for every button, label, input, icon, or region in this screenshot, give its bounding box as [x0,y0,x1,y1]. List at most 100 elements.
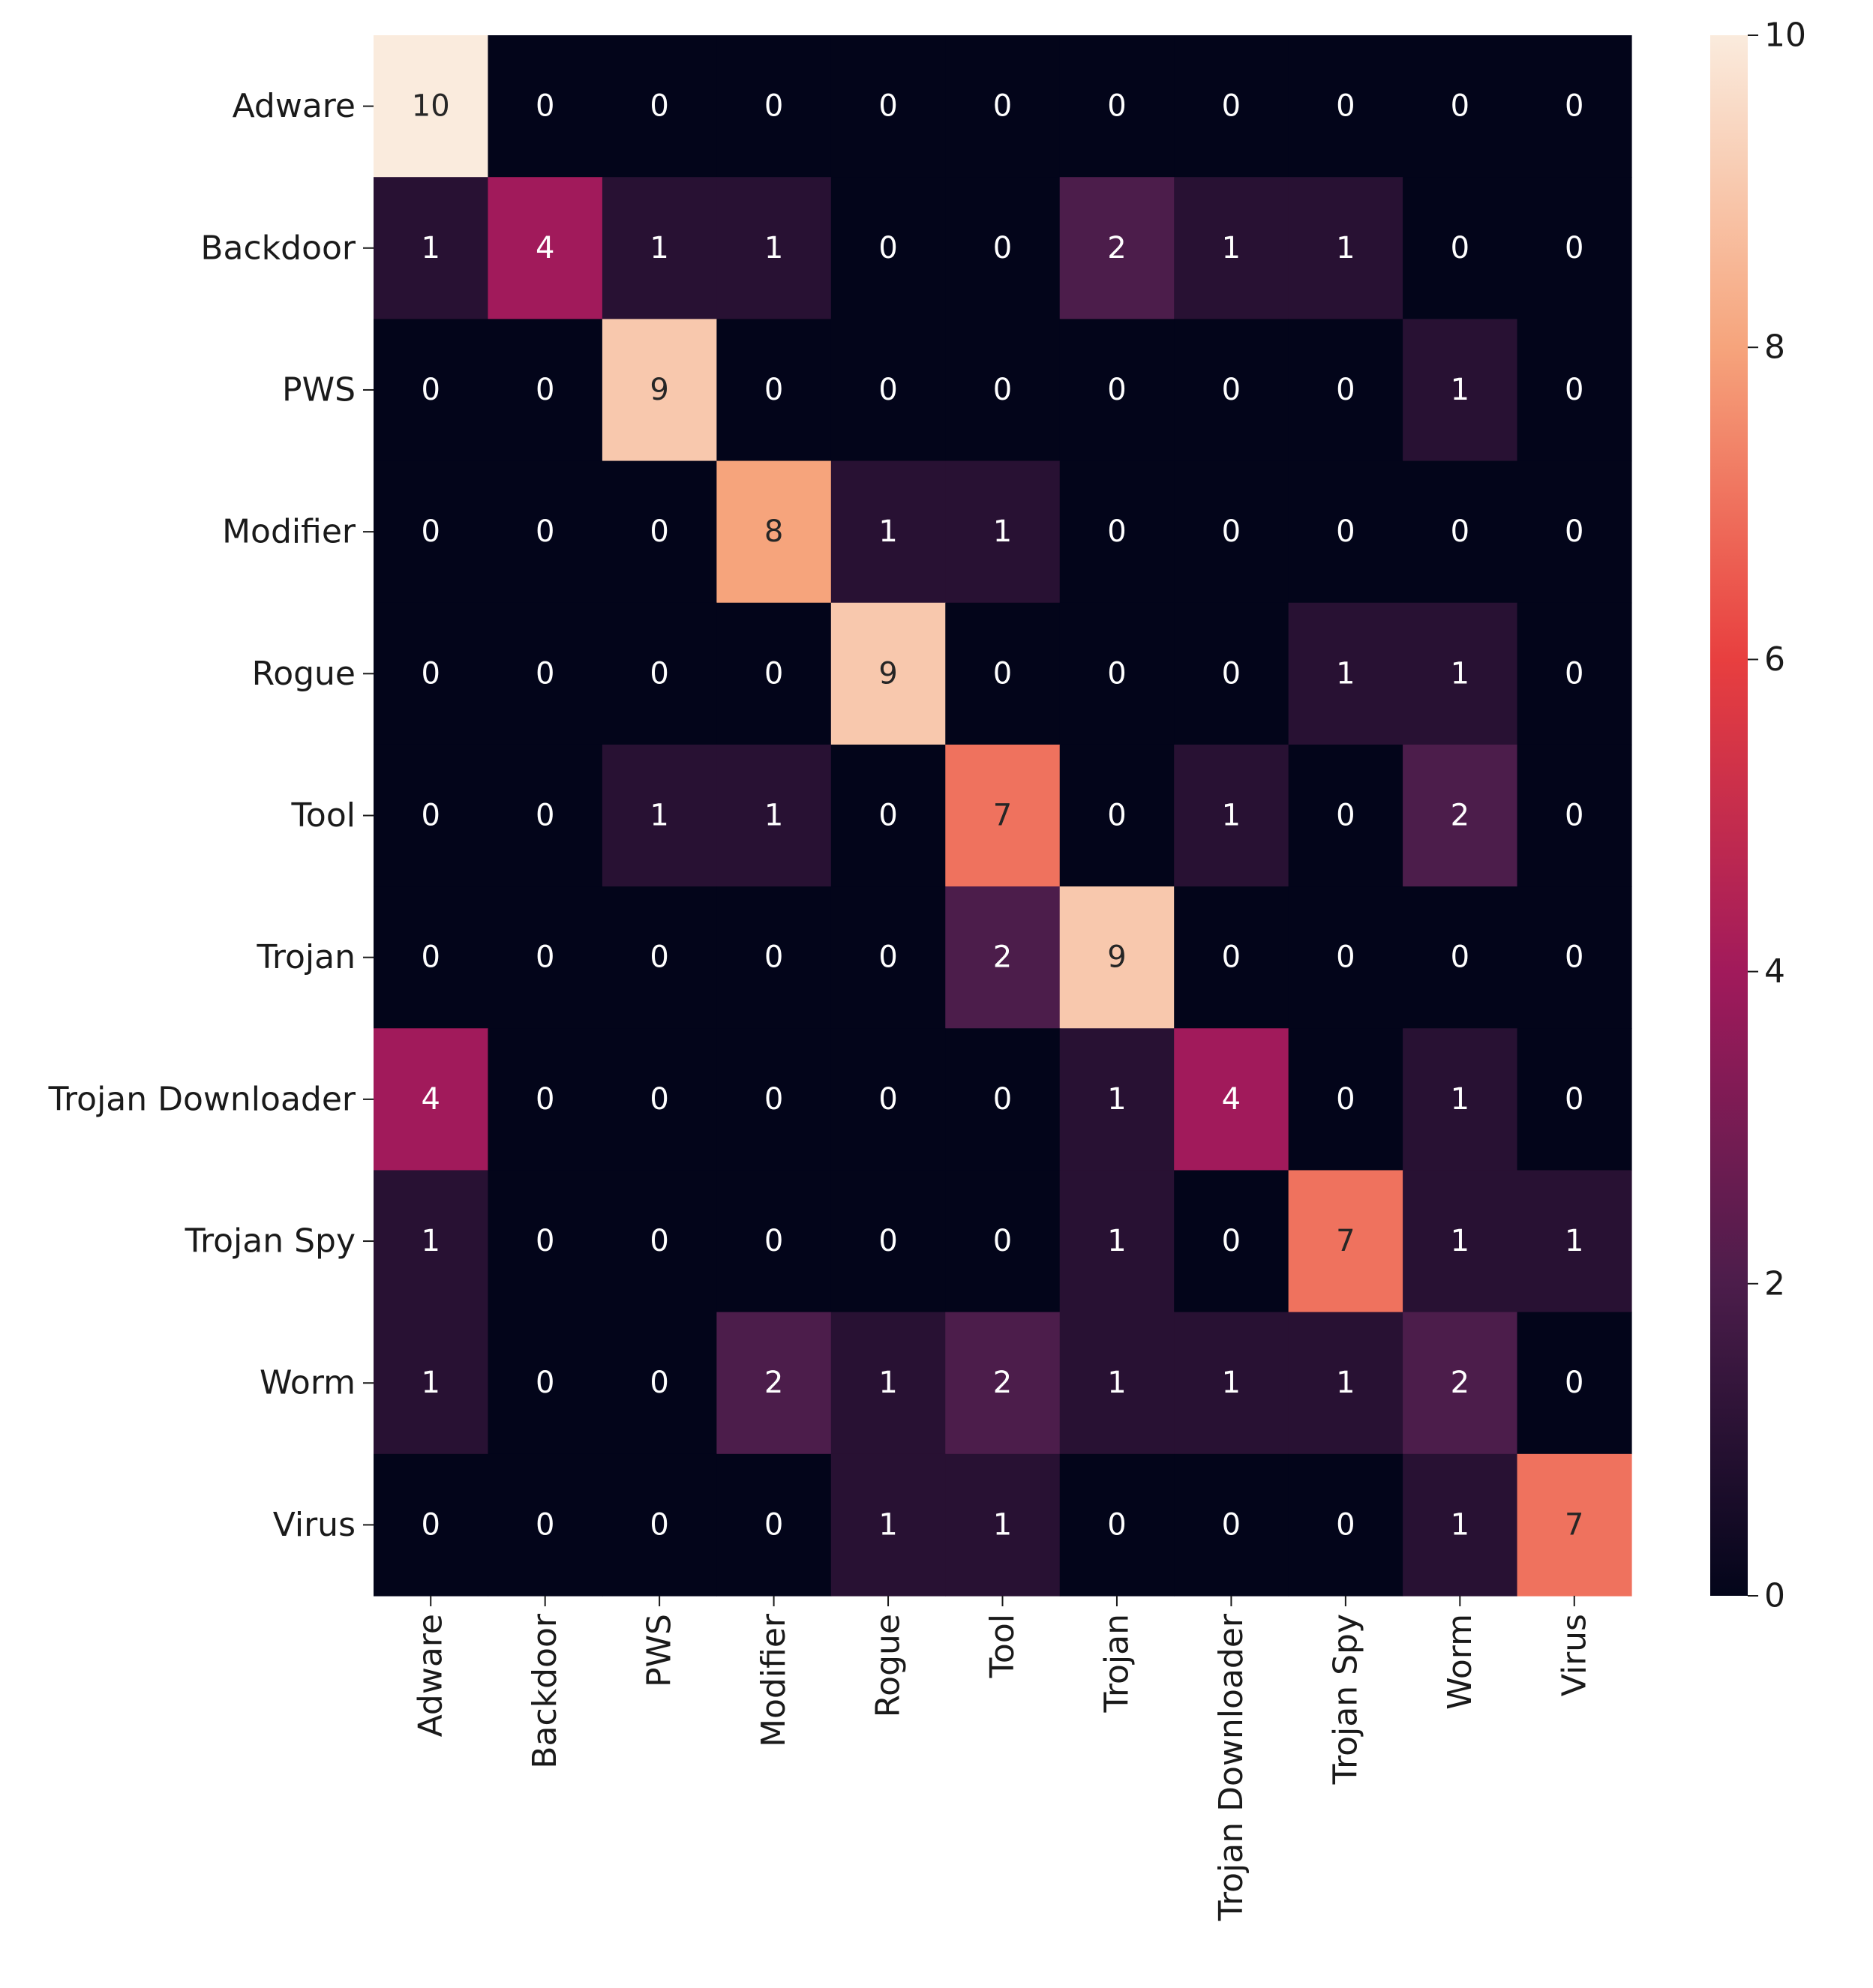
cell-value-label: 1 [1336,656,1355,691]
cell-value-label: 0 [1451,231,1469,265]
colorbar-tick-label: 8 [1764,328,1785,367]
heatmap-cell [602,602,717,745]
cell-value-label: 0 [764,1507,783,1542]
cell-value-label: 2 [993,940,1012,975]
heatmap-cell [1059,1170,1175,1313]
x-tick-label: Tool [983,1614,1022,1678]
cell-value-label: 0 [993,1224,1012,1258]
cell-value-label: 0 [878,89,897,124]
heatmap-cell [1288,1028,1403,1171]
cell-value-label: 1 [1451,373,1469,407]
cell-value-label: 0 [1222,656,1241,691]
cell-value-label: 1 [1222,231,1241,265]
cell-value-label: 0 [878,231,897,265]
cell-value-label: 2 [993,1366,1012,1400]
cell-value-label: 0 [1107,1507,1126,1542]
cell-value-label: 0 [536,1507,554,1542]
heatmap-cell [602,1312,717,1455]
heatmap-cell [945,460,1061,604]
heatmap-cell [1174,177,1289,319]
x-tick-label: Backdoor [526,1613,564,1769]
heatmap-cell [1403,1028,1518,1171]
y-tick-label: Modifier [222,513,356,551]
heatmap-cell [1059,460,1175,604]
heatmap-cell [716,177,832,319]
cell-value-label: 7 [993,799,1012,833]
cell-value-label: 0 [1451,89,1469,124]
heatmap-cell [1059,319,1175,462]
cell-value-label: 0 [1107,656,1126,691]
cell-value-label: 0 [422,514,440,549]
cell-value-label: 1 [1107,1082,1126,1117]
heatmap-cell [1059,1028,1175,1171]
heatmap-cell [1288,1312,1403,1455]
cell-value-label: 0 [764,656,783,691]
cell-value-label: 1 [1222,1366,1241,1400]
cell-value-label: 0 [764,940,783,975]
y-tick-label: Adware [233,87,356,125]
cell-value-label: 0 [993,1082,1012,1117]
heatmap-cell [374,177,489,319]
heatmap-cell [945,886,1061,1029]
heatmap-cell [488,319,603,462]
heatmap-cell [716,1312,832,1455]
heatmap-cell [1517,744,1632,887]
heatmap-cell [1517,460,1632,604]
heatmap-cell [945,1028,1061,1171]
heatmap-cell [1403,744,1518,887]
cell-value-label: 0 [422,656,440,691]
cell-value-label: 1 [1451,1082,1469,1117]
cell-value-label: 4 [1222,1082,1241,1117]
y-tick-label: Backdoor [200,229,356,267]
colorbar-gradient [1710,35,1748,1596]
heatmap-cell [830,1312,946,1455]
colorbar-tick-label: 4 [1764,952,1785,991]
x-tick-label: Adware [412,1614,450,1737]
heatmap-cell [488,744,603,887]
cell-value-label: 0 [1565,231,1583,265]
heatmap-cell [945,177,1061,319]
heatmap-cell [1288,460,1403,604]
heatmap-cell [374,1028,489,1171]
x-tick-label: Rogue [869,1614,908,1717]
cell-value-label: 9 [650,373,668,407]
cell-value-label: 0 [993,231,1012,265]
cell-value-label: 1 [1336,231,1355,265]
heatmap-cell [830,35,946,178]
heatmap-cell [830,602,946,745]
x-tick-label: Trojan Spy [1326,1614,1364,1785]
heatmap-cell [945,1170,1061,1313]
y-tick-label: Trojan Spy [185,1222,356,1261]
cell-value-label: 9 [1107,940,1126,975]
cell-value-label: 0 [1451,514,1469,549]
cell-value-label: 9 [878,656,897,691]
heatmap-cell [1517,602,1632,745]
cell-value-label: 0 [1336,514,1355,549]
cell-value-label: 0 [422,799,440,833]
cell-value-label: 1 [650,799,668,833]
heatmap-cell [1288,35,1403,178]
cell-value-label: 0 [422,1507,440,1542]
cell-value-label: 0 [650,1366,668,1400]
cell-value-label: 1 [422,231,440,265]
cell-value-label: 0 [1107,799,1126,833]
cell-value-label: 1 [764,799,783,833]
heatmap-cell [374,1170,489,1313]
heatmap-cell [1174,602,1289,745]
cell-value-label: 2 [1451,799,1469,833]
cell-value-label: 0 [1565,1082,1583,1117]
heatmap-cell [1517,886,1632,1029]
heatmap-cell [1174,1453,1289,1597]
heatmap-cell [716,319,832,462]
cell-value-label: 0 [993,89,1012,124]
cell-value-label: 0 [1222,373,1241,407]
heatmap-cell [830,1453,946,1597]
heatmap-cell [488,1028,603,1171]
cell-value-label: 4 [536,231,554,265]
x-tick-label: Modifier [755,1613,793,1747]
cell-value-label: 1 [878,1366,897,1400]
cell-value-label: 0 [1336,799,1355,833]
cell-value-label: 1 [422,1366,440,1400]
cell-value-label: 0 [1107,89,1126,124]
